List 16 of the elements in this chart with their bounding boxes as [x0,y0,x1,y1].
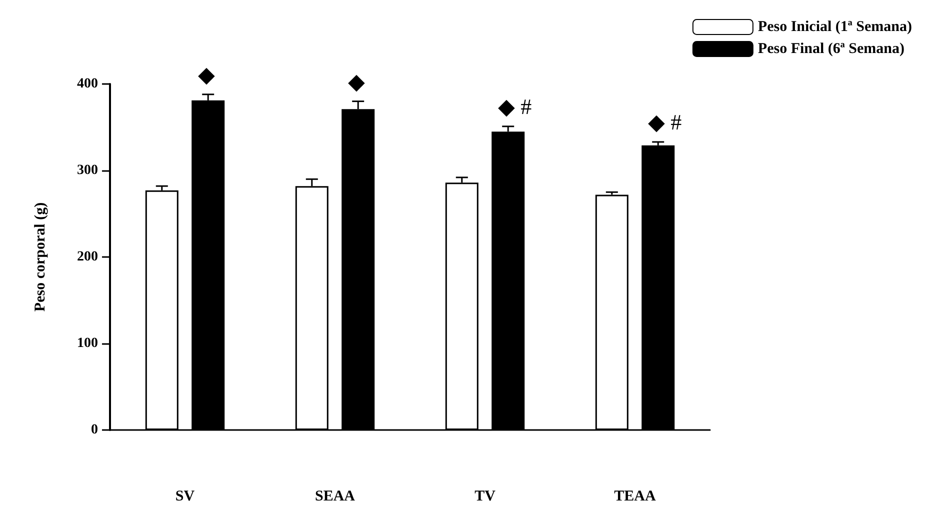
annotation: ◆ [198,62,216,87]
y-axis-title: Peso corporal (g) [32,202,48,312]
legend-label: Peso Inicial (1ª Semana) [758,19,912,35]
annotation: ◆ # [498,94,532,119]
y-tick-label: 400 [77,76,98,92]
y-tick-label: 300 [77,163,98,178]
annotation: ◆ # [648,109,682,134]
x-tick-label: SEAA [314,488,356,504]
legend-label: Peso Final (6ª Semana) [758,41,905,57]
x-tick-label: TEAA [614,488,656,504]
x-tick-label: TV [474,488,496,504]
x-tick-label: SV [175,488,195,504]
y-tick-label: 200 [77,250,98,264]
annotation: ◆ [348,68,366,94]
y-tick-label: 0 [91,422,98,438]
y-tick-label: 100 [77,336,98,351]
